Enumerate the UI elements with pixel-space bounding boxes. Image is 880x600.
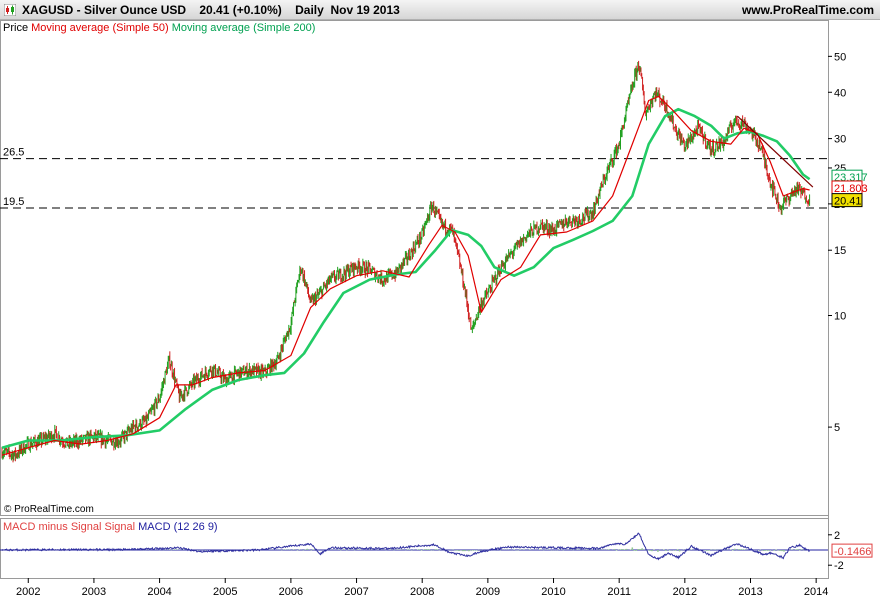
price-panel-legend: Price Moving average (Simple 50) Moving …	[3, 22, 315, 34]
copyright-text: © ProRealTime.com	[4, 504, 94, 515]
ma200-line[interactable]	[1, 107, 811, 449]
x-tick-label: 2007	[344, 586, 368, 598]
legend-ma50: Moving average (Simple 50)	[31, 22, 169, 34]
trendline[interactable]	[736, 115, 814, 188]
website-link[interactable]: www.ProRealTime.com	[741, 3, 874, 17]
legend-price: Price	[3, 22, 29, 34]
last-value-macd: -0.1466	[834, 546, 871, 558]
x-tick-label: 2014	[804, 586, 828, 598]
chart-title: XAGUSD - Silver Ounce USD 20.41 (+0.10%)…	[22, 3, 400, 17]
chart-title-bar: XAGUSD - Silver Ounce USD 20.41 (+0.10%)…	[0, 0, 880, 20]
x-tick-label: 2006	[279, 586, 303, 598]
horizontal-line-label-1: 19.5	[3, 196, 24, 208]
y-tick-label: 50	[834, 51, 846, 63]
x-tick-label: 2005	[213, 586, 237, 598]
x-tick-label: 2004	[147, 586, 171, 598]
macd-y-tick-label: 2	[834, 530, 840, 542]
y-tick-label: 40	[834, 87, 846, 99]
macd-panel-legend: MACD minus Signal Signal MACD (12 26 9)	[3, 521, 218, 533]
ma50-line[interactable]	[1, 95, 810, 456]
x-tick-label: 2013	[738, 586, 762, 598]
last-value-price: 20.41	[834, 196, 862, 208]
last-value-ma50: 21.803	[834, 183, 868, 195]
y-tick-label: 30	[834, 134, 846, 146]
x-tick-label: 2012	[673, 586, 697, 598]
last-value-price-box	[831, 193, 863, 208]
last-value-macd-box	[831, 543, 873, 558]
legend-macd-signal: MACD minus Signal Signal	[3, 521, 136, 533]
candlestick-icon	[4, 4, 16, 16]
x-tick-label: 2011	[607, 586, 631, 598]
macd-line[interactable]	[1, 532, 810, 561]
y-tick-label: 15	[834, 245, 846, 257]
horizontal-line-label-0: 26.5	[3, 147, 24, 159]
x-tick-label: 2003	[82, 586, 106, 598]
y-tick-label: 5	[834, 422, 840, 434]
macd-y-tick-label: -2	[834, 560, 844, 572]
legend-ma200: Moving average (Simple 200)	[171, 22, 316, 34]
x-tick-label: 2008	[410, 586, 434, 598]
x-tick-label: 2002	[16, 586, 40, 598]
legend-macd: MACD (12 26 9)	[138, 521, 218, 533]
x-tick-label: 2010	[541, 586, 565, 598]
x-tick-label: 2009	[476, 586, 500, 598]
y-tick-label: 10	[834, 310, 846, 322]
macd-panel-frame	[0, 518, 829, 579]
